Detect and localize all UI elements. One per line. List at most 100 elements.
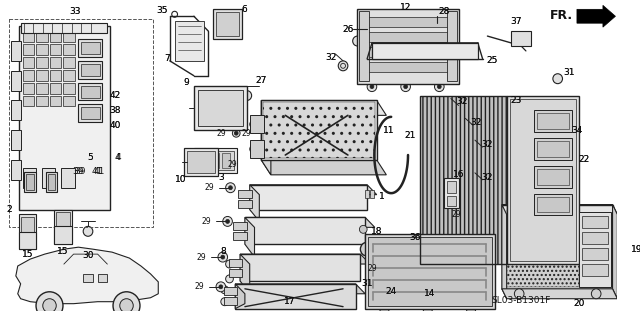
- Bar: [228, 269, 242, 277]
- Bar: [224, 287, 237, 295]
- Text: 29: 29: [196, 253, 206, 261]
- Text: 20: 20: [573, 299, 584, 308]
- Text: 32: 32: [325, 53, 336, 62]
- Text: 34: 34: [572, 126, 582, 135]
- Text: 7: 7: [164, 54, 170, 63]
- Bar: [536, 141, 569, 157]
- Circle shape: [515, 289, 524, 299]
- Text: 32: 32: [457, 97, 468, 106]
- Circle shape: [196, 159, 202, 165]
- Circle shape: [595, 251, 600, 257]
- Circle shape: [186, 159, 192, 165]
- Polygon shape: [16, 247, 158, 304]
- Bar: [81, 64, 100, 76]
- Circle shape: [536, 145, 544, 153]
- Text: 2: 2: [6, 205, 12, 214]
- Polygon shape: [502, 205, 507, 299]
- Circle shape: [463, 46, 473, 56]
- Text: 39: 39: [72, 167, 84, 176]
- Circle shape: [221, 286, 228, 294]
- Polygon shape: [245, 217, 365, 244]
- Text: 10: 10: [175, 175, 186, 184]
- Bar: [507, 95, 579, 264]
- Text: 36: 36: [410, 233, 421, 242]
- Text: 17: 17: [284, 297, 296, 306]
- Bar: [238, 200, 252, 207]
- Text: 21: 21: [404, 131, 416, 140]
- Bar: [222, 153, 230, 168]
- Bar: [45, 172, 57, 192]
- Bar: [238, 190, 252, 197]
- Bar: [61, 168, 74, 188]
- Bar: [360, 47, 456, 57]
- Bar: [196, 151, 234, 170]
- Bar: [56, 212, 70, 227]
- Circle shape: [404, 85, 408, 89]
- Bar: [358, 9, 458, 84]
- Circle shape: [435, 82, 444, 92]
- Bar: [420, 95, 507, 264]
- Bar: [534, 110, 572, 132]
- Circle shape: [218, 252, 228, 262]
- Bar: [198, 90, 243, 126]
- Circle shape: [226, 260, 234, 268]
- Bar: [194, 85, 247, 130]
- Bar: [42, 168, 55, 188]
- Bar: [98, 274, 108, 282]
- Circle shape: [582, 267, 589, 273]
- Circle shape: [582, 251, 589, 257]
- Text: 38: 38: [109, 106, 121, 115]
- Bar: [534, 166, 572, 188]
- Text: 28: 28: [438, 7, 450, 16]
- Bar: [22, 95, 34, 106]
- Text: 6: 6: [241, 5, 247, 14]
- Circle shape: [437, 85, 441, 89]
- Circle shape: [250, 145, 257, 153]
- Polygon shape: [502, 205, 612, 289]
- Bar: [360, 32, 456, 42]
- Text: 38: 38: [109, 106, 121, 115]
- Bar: [36, 31, 47, 42]
- Text: 29: 29: [217, 129, 227, 138]
- Bar: [63, 70, 74, 81]
- Circle shape: [550, 145, 557, 153]
- Polygon shape: [236, 284, 365, 294]
- Bar: [175, 21, 204, 61]
- Polygon shape: [612, 205, 618, 299]
- Bar: [19, 232, 36, 249]
- Circle shape: [234, 131, 238, 135]
- Text: 29: 29: [202, 217, 211, 226]
- Bar: [36, 70, 47, 81]
- Bar: [49, 70, 61, 81]
- Text: 4: 4: [114, 154, 120, 163]
- Bar: [360, 62, 456, 72]
- Bar: [20, 217, 34, 232]
- Bar: [216, 12, 239, 36]
- Text: 20: 20: [573, 299, 584, 308]
- Text: 29: 29: [367, 265, 377, 274]
- Bar: [83, 274, 93, 282]
- Text: 32: 32: [470, 118, 481, 127]
- Bar: [447, 196, 456, 206]
- Bar: [11, 130, 20, 150]
- Text: 42: 42: [109, 91, 120, 100]
- Text: 24: 24: [385, 287, 397, 296]
- Polygon shape: [240, 254, 250, 294]
- Circle shape: [595, 219, 600, 225]
- Text: 23: 23: [511, 96, 522, 105]
- Circle shape: [360, 242, 374, 256]
- Text: 24: 24: [385, 287, 397, 296]
- Text: 22: 22: [578, 155, 589, 164]
- Text: 7: 7: [164, 54, 170, 63]
- Circle shape: [221, 298, 228, 306]
- Bar: [49, 95, 61, 106]
- Text: 1: 1: [379, 192, 385, 201]
- Circle shape: [404, 245, 408, 249]
- Circle shape: [120, 299, 133, 312]
- Circle shape: [563, 125, 572, 135]
- Circle shape: [216, 282, 226, 292]
- Polygon shape: [240, 254, 370, 264]
- Bar: [184, 148, 218, 176]
- Bar: [22, 44, 34, 55]
- Bar: [26, 174, 34, 190]
